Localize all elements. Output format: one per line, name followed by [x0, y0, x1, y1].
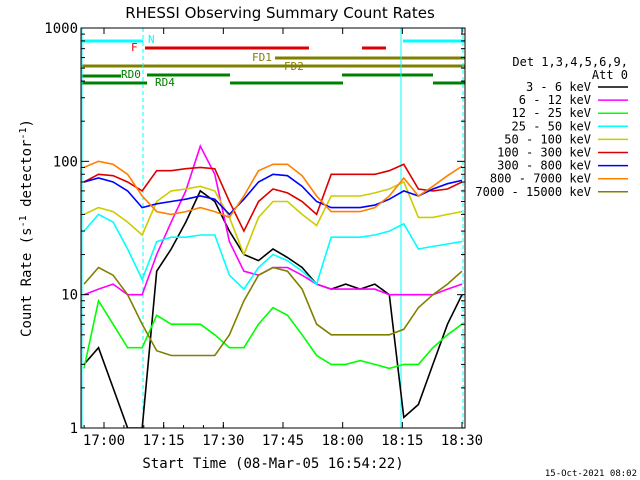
- event-bar-label: N: [148, 33, 155, 46]
- x-tick-label: 18:30: [441, 433, 483, 449]
- legend-entry-label: 800 - 7000 keV: [490, 172, 591, 186]
- y-axis-label-part3: ): [19, 119, 35, 127]
- series-line: [83, 160, 463, 219]
- event-bars-layer: NF FD1 FD2 RD0 RD4: [81, 28, 465, 428]
- event-bar-label: RD0: [121, 68, 141, 81]
- legend-entry-label: 25 - 50 keV: [512, 119, 591, 133]
- y-axis-label-part2: detector: [19, 140, 35, 216]
- series-line: [83, 213, 463, 291]
- legend-entry-label: 3 - 6 keV: [526, 80, 591, 94]
- y-axis-label-sup2: -1: [18, 127, 29, 139]
- legend-header: Att 0: [592, 68, 628, 82]
- footer-timestamp: 15-Oct-2021 08:02: [545, 469, 637, 479]
- chart-title: RHESSI Observing Summary Count Rates: [125, 4, 435, 22]
- event-bar-label: F: [131, 41, 138, 54]
- x-tick-label: 17:15: [143, 433, 185, 449]
- event-bar-label: FD2: [284, 60, 304, 73]
- y-tick-label: 100: [53, 154, 78, 170]
- event-bar-label: FD1: [252, 51, 272, 64]
- series-line: [83, 189, 463, 428]
- series-layer: [83, 144, 463, 428]
- event-bar-label: RD4: [155, 76, 175, 89]
- y-axis-label: Count Rate (s-1 detector-1): [18, 119, 36, 337]
- x-tick-label: 18:15: [381, 433, 423, 449]
- x-tick-label: 17:00: [83, 433, 125, 449]
- x-axis-ticks: 17:00 17:15 17:30 17:45 18:00 18:15 18:30: [83, 28, 483, 449]
- plot-frame: [80, 27, 466, 429]
- y-tick-label: 1: [70, 421, 78, 437]
- x-tick-label: 18:00: [322, 433, 364, 449]
- legend-entry-label: 100 - 300 keV: [497, 146, 591, 160]
- x-tick-label: 17:45: [262, 433, 304, 449]
- series-line: [83, 173, 463, 216]
- series-line: [83, 298, 463, 370]
- legend-entry-label: 300 - 800 keV: [497, 159, 591, 173]
- y-axis-ticks: 1 10 100 1000: [44, 21, 465, 437]
- y-tick-label: 1000: [44, 21, 78, 37]
- series-line: [83, 266, 463, 357]
- legend-entry-label: 7000 - 15000 keV: [475, 185, 591, 199]
- legend-entry-label: 50 - 100 keV: [504, 132, 591, 146]
- legend-header: Det 1,3,4,5,6,9,: [512, 55, 628, 69]
- y-axis-label-sup1: -1: [18, 215, 29, 227]
- legend-entry-label: 6 - 12 keV: [519, 93, 591, 107]
- x-axis-label: Start Time (08-Mar-05 16:54:22): [142, 456, 403, 472]
- series-line: [83, 163, 463, 233]
- x-tick-label: 17:30: [202, 433, 244, 449]
- legend-entry-label: 12 - 25 keV: [512, 106, 591, 120]
- y-tick-label: 10: [61, 288, 78, 304]
- y-axis-label-part1: Count Rate (s: [19, 227, 35, 337]
